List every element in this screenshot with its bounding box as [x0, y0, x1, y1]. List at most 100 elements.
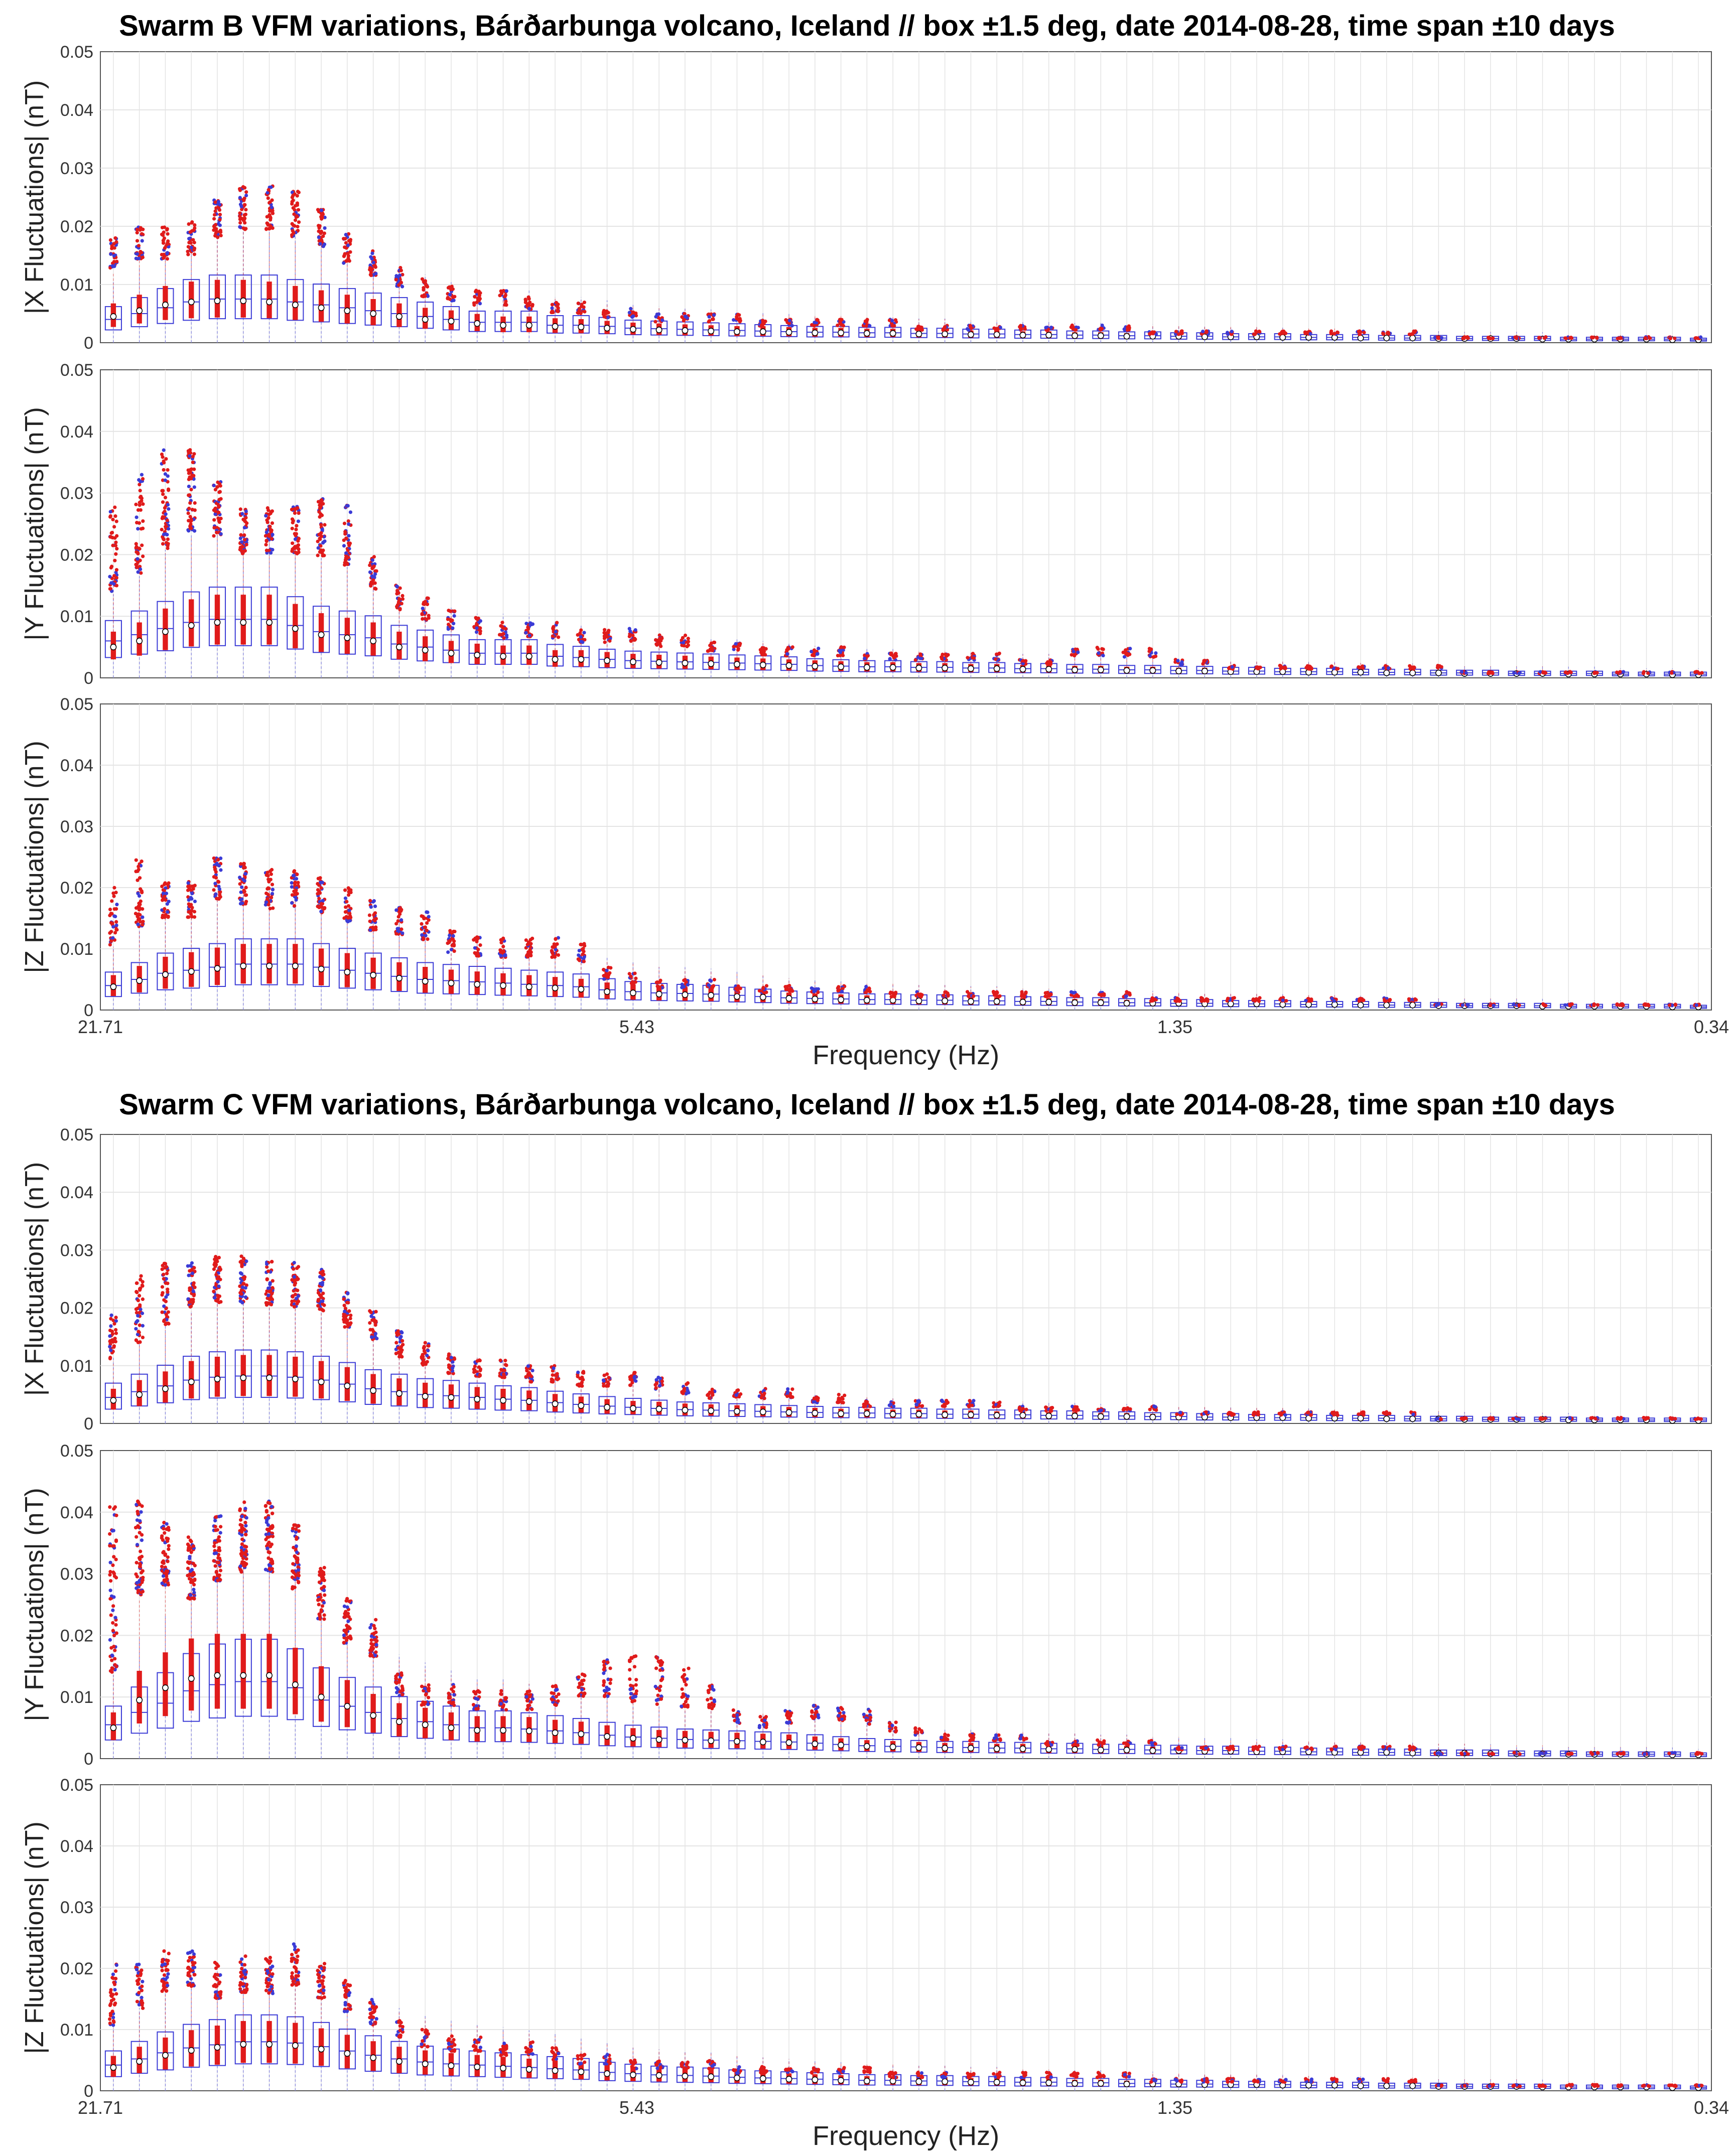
median-marker [136, 637, 143, 644]
median-marker [1072, 999, 1078, 1006]
red-outlier [1617, 336, 1622, 340]
red-outlier [946, 653, 950, 657]
red-outlier [344, 536, 348, 540]
red-outlier [161, 500, 165, 504]
red-outlier [192, 1292, 196, 1297]
blue-outlier [446, 627, 450, 631]
blue-outlier [269, 551, 273, 555]
red-outlier [478, 943, 482, 947]
median-marker [110, 313, 117, 320]
median-marker [604, 657, 611, 664]
red-outlier [1232, 996, 1236, 1000]
red-outlier [316, 539, 320, 543]
red-outlier [242, 1277, 246, 1281]
y-tick-label: 0.01 [60, 940, 93, 959]
red-outlier [394, 932, 398, 936]
blue-outlier [162, 1304, 166, 1308]
red-outlier [110, 261, 115, 265]
red-outlier [110, 535, 114, 540]
y-axis-label: |Y Fluctuations| (nT) [20, 407, 49, 640]
red-outlier [187, 451, 191, 455]
median-marker [1019, 666, 1026, 673]
red-outlier [706, 649, 711, 653]
blue-outlier [135, 515, 139, 519]
red-outlier [134, 546, 138, 550]
red-outlier [840, 318, 844, 322]
median-marker [942, 331, 949, 338]
blue-outlier [136, 892, 140, 896]
blue-outlier [424, 934, 428, 938]
red-outlier [295, 873, 299, 877]
blue-outlier [1699, 335, 1703, 339]
median-marker [136, 307, 143, 314]
red-outlier [240, 207, 244, 211]
red-outlier [294, 550, 298, 554]
red-outlier [1206, 999, 1210, 1003]
median-marker [734, 993, 740, 1000]
x-tick-label: 21.71 [78, 1017, 123, 1037]
median-marker [1409, 669, 1416, 676]
red-outlier [916, 324, 921, 329]
red-outlier [812, 648, 816, 652]
median-marker [682, 660, 689, 666]
median-marker [1201, 668, 1208, 674]
median-marker [812, 995, 819, 1002]
red-outlier [631, 981, 635, 985]
red-outlier [165, 518, 169, 522]
blue-outlier [321, 540, 325, 544]
red-outlier [269, 1289, 273, 1293]
red-outlier [446, 296, 450, 300]
red-outlier [138, 1340, 142, 1344]
red-outlier [218, 218, 222, 222]
median-marker [1383, 669, 1390, 676]
red-outlier [422, 280, 426, 284]
red-outlier [242, 1281, 246, 1286]
red-outlier [368, 899, 372, 903]
blue-outlier [348, 510, 353, 514]
red-outlier [583, 310, 587, 314]
red-outlier [290, 517, 295, 521]
red-outlier [601, 967, 606, 972]
blue-outlier [1100, 323, 1104, 328]
median-marker [395, 644, 403, 651]
median-marker [578, 324, 585, 331]
red-outlier [420, 277, 425, 281]
red-outlier [1202, 660, 1206, 664]
blue-outlier [243, 872, 247, 876]
median-marker [993, 331, 1000, 338]
blue-outlier [190, 892, 194, 896]
red-outlier [523, 301, 527, 305]
median-marker [1357, 335, 1364, 342]
red-outlier [1226, 996, 1230, 1000]
red-outlier [1673, 336, 1677, 340]
median-marker [266, 1374, 273, 1381]
blue-outlier [135, 1320, 139, 1324]
blue-outlier [374, 271, 378, 275]
blue-outlier [244, 193, 248, 198]
median-marker [292, 1375, 299, 1382]
y-tick-label: 0.01 [60, 275, 93, 295]
red-outlier [972, 994, 976, 998]
blue-outlier [292, 1261, 296, 1265]
red-outlier [189, 518, 193, 522]
red-outlier [323, 523, 327, 527]
blue-outlier [240, 885, 244, 889]
red-outlier [295, 524, 299, 528]
red-outlier [1648, 336, 1652, 340]
red-outlier [238, 507, 242, 511]
figure-title-swarm-b: Swarm B VFM variations, Bárðarbunga volc… [119, 10, 1615, 42]
median-marker [915, 331, 922, 338]
red-outlier [1537, 336, 1541, 340]
y-tick-label: 0.05 [60, 695, 93, 714]
red-outlier [836, 653, 840, 658]
red-outlier [1174, 330, 1178, 334]
red-outlier [292, 904, 297, 908]
red-outlier [240, 1263, 244, 1267]
red-outlier [1023, 327, 1027, 331]
red-outlier [889, 994, 893, 999]
red-outlier [239, 533, 243, 537]
median-marker [915, 997, 922, 1004]
red-outlier [114, 519, 118, 523]
red-outlier [264, 891, 269, 896]
red-outlier [343, 558, 347, 562]
